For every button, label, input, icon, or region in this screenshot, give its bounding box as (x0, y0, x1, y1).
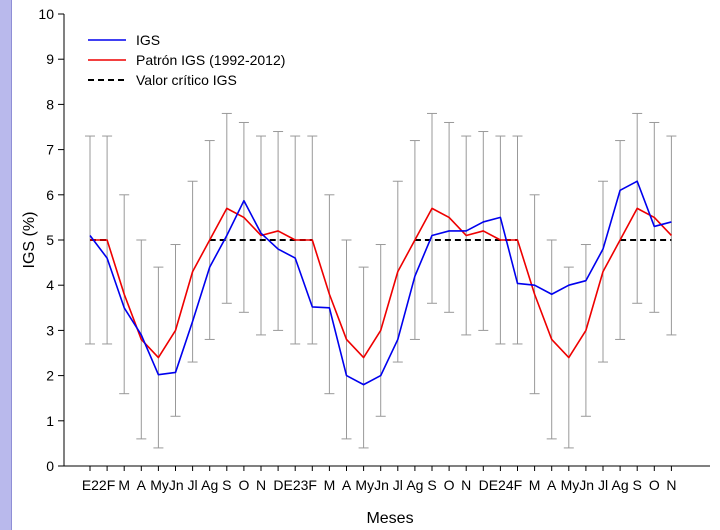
x-tick-label: DE24F (479, 477, 523, 493)
x-tick-label: Ag (612, 477, 629, 493)
x-tick-label: O (444, 477, 455, 493)
x-tick-label: Ag (406, 477, 423, 493)
x-tick-label: DE23F (273, 477, 317, 493)
x-tick-label: E22F (82, 477, 115, 493)
y-axis: 0 1 2 3 4 5 6 7 8 9 10 (38, 6, 64, 474)
x-tick-label: N (256, 477, 266, 493)
legend-label-igs: IGS (136, 32, 160, 48)
y-tick-label: 10 (38, 6, 54, 22)
series-lines (89, 180, 672, 386)
patron-igs-line (90, 207, 672, 359)
x-tick-label: S (427, 477, 436, 493)
x-tick-label: N (461, 477, 471, 493)
legend: IGS Patrón IGS (1992-2012) Valor crítico I… (88, 32, 285, 88)
x-tick-label: S (222, 477, 231, 493)
x-axis: E22F M A MyJn Jl Ag S O N DE23F M A MyJn Jl Ag S O N DE24F… (82, 466, 676, 493)
x-tick-label: Jl (393, 477, 403, 493)
x-tick-label: O (649, 477, 660, 493)
left-sidebar-strip (0, 0, 12, 530)
x-tick-label: MyJn (561, 477, 594, 493)
x-tick-label: Jl (598, 477, 608, 493)
x-tick-label: O (238, 477, 249, 493)
x-tick-label: N (666, 477, 676, 493)
x-tick-label: A (342, 477, 352, 493)
y-axis-label: IGS (%) (21, 212, 38, 269)
y-tick-label: 1 (46, 413, 54, 429)
y-tick-label: 4 (46, 277, 54, 293)
y-tick-label: 2 (46, 368, 54, 384)
x-tick-label: A (137, 477, 147, 493)
igs-line (89, 180, 672, 386)
x-axis-label: Meses (366, 510, 413, 527)
x-tick-label: Ag (201, 477, 218, 493)
y-tick-label: 9 (46, 51, 54, 67)
x-tick-label: MyJn (150, 477, 183, 493)
y-tick-label: 3 (46, 322, 54, 338)
y-tick-label: 7 (46, 142, 54, 158)
y-tick-label: 5 (46, 232, 54, 248)
legend-label-patron: Patrón IGS (1992-2012) (136, 52, 285, 68)
error-bars (85, 112, 677, 449)
x-tick-label: S (633, 477, 642, 493)
x-tick-label: Jl (188, 477, 198, 493)
y-tick-label: 0 (46, 458, 54, 474)
legend-label-critical: Valor crítico IGS (136, 72, 237, 88)
x-tick-label: M (118, 477, 130, 493)
x-tick-label: M (324, 477, 336, 493)
y-tick-label: 6 (46, 187, 54, 203)
x-tick-label: M (529, 477, 541, 493)
x-tick-label: A (547, 477, 557, 493)
x-tick-label: MyJn (355, 477, 388, 493)
y-tick-label: 8 (46, 96, 54, 112)
